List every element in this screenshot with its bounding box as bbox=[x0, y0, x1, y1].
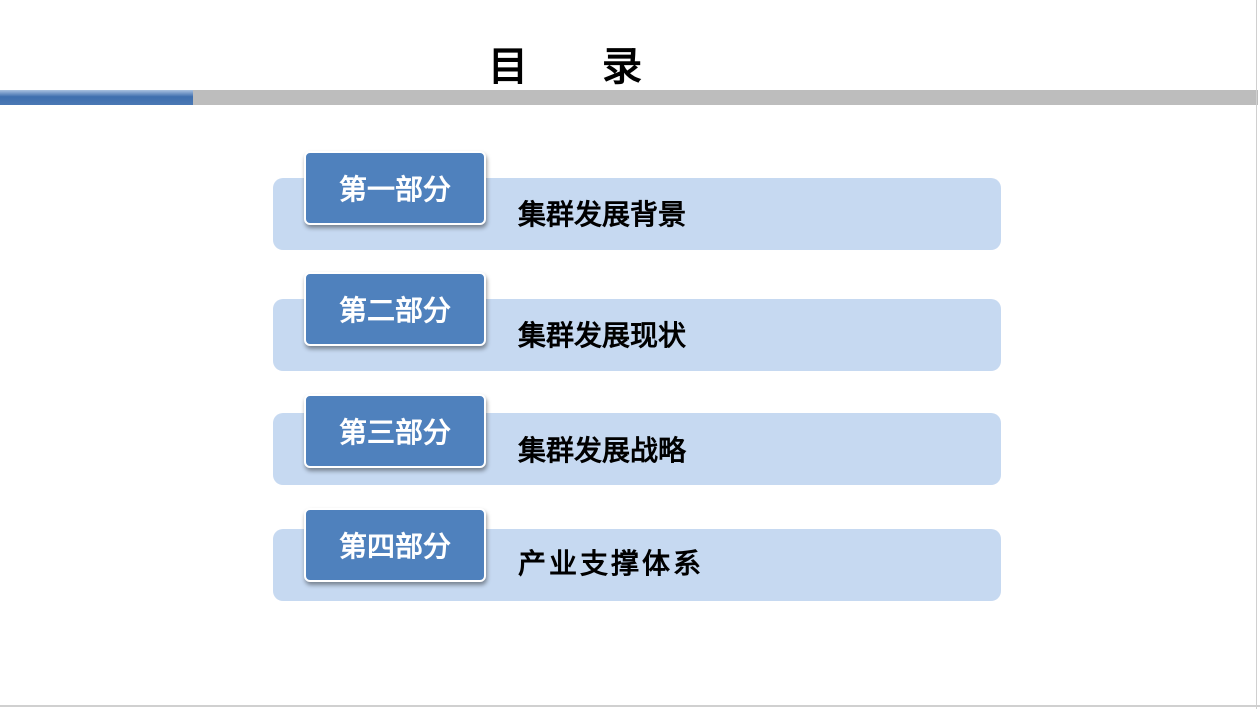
toc-label: 产业支撑体系 bbox=[518, 547, 705, 580]
toc-label: 集群发展背景 bbox=[518, 198, 687, 231]
toc-part-tab: 第三部分 bbox=[304, 394, 486, 468]
toc-label: 集群发展现状 bbox=[518, 319, 687, 352]
header-divider bbox=[0, 90, 1258, 105]
toc-item-2[interactable]: 第二部分 集群发展现状 bbox=[273, 272, 1001, 371]
page-title: 目 录 bbox=[488, 44, 672, 90]
toc-item-1[interactable]: 第一部分 集群发展背景 bbox=[273, 151, 1001, 250]
toc-part-tab: 第一部分 bbox=[304, 151, 486, 225]
toc-part-tab: 第四部分 bbox=[304, 508, 486, 582]
slide-edge-bottom bbox=[0, 705, 1260, 707]
toc-label: 集群发展战略 bbox=[518, 434, 687, 467]
slide-edge-right bbox=[1256, 0, 1257, 709]
toc-item-4[interactable]: 第四部分 产业支撑体系 bbox=[273, 508, 1001, 601]
toc-part-tab: 第二部分 bbox=[304, 272, 486, 346]
toc-item-3[interactable]: 第三部分 集群发展战略 bbox=[273, 394, 1001, 485]
header-accent-bar bbox=[0, 90, 193, 105]
